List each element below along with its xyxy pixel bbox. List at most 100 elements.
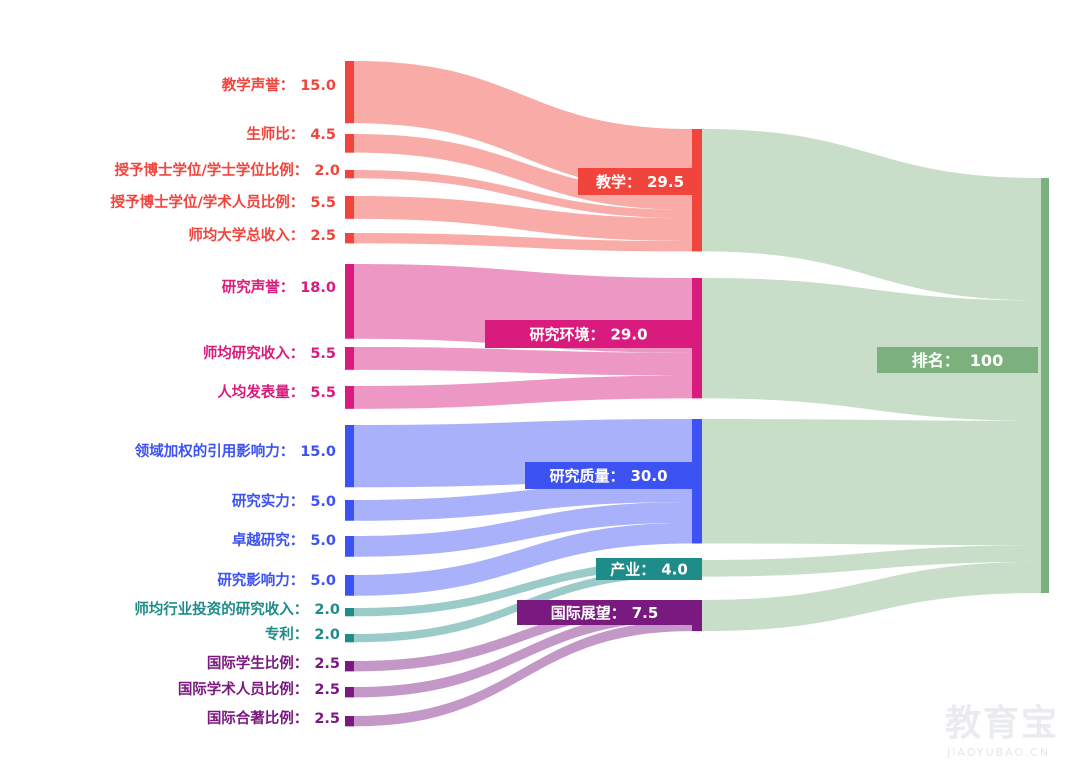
category-name: 产业：: [610, 561, 655, 579]
category-node-research_env: [692, 278, 702, 399]
source-label-s12: 研究影响力： 5.0: [217, 571, 336, 589]
link-s15-to-international: [354, 600, 692, 672]
source-node-s5: [345, 233, 354, 244]
source-name: 教学声誉：: [221, 76, 295, 94]
source-name: 卓越研究：: [232, 531, 305, 549]
source-value: 5.0: [310, 494, 336, 510]
source-label-s5: 师均大学总收入： 2.5: [188, 226, 336, 244]
link-s7-to-research_env: [354, 347, 692, 376]
source-value: 2.0: [314, 163, 340, 179]
source-label-s8: 人均发表量： 5.5: [217, 383, 336, 401]
category-label-bg-research_quality: [525, 462, 692, 489]
source-label-s11: 卓越研究： 5.0: [232, 531, 336, 549]
source-label-s1: 教学声誉： 15.0: [221, 76, 336, 94]
category-name: 教学：: [595, 173, 641, 191]
category-name: 国际展望：: [551, 604, 626, 622]
watermark-name: 教育宝: [945, 703, 1059, 744]
category-value: 4.0: [661, 561, 688, 579]
total-value: 100: [970, 351, 1003, 370]
source-node-s1: [345, 61, 354, 124]
source-name: 研究影响力：: [217, 571, 304, 589]
source-value: 15.0: [300, 444, 336, 460]
link-s4-to-teaching: [354, 196, 692, 242]
source-node-s13: [345, 608, 354, 617]
total-label: 排名： 100: [912, 351, 1003, 370]
source-node-s14: [345, 634, 354, 643]
source-value: 5.5: [310, 195, 336, 211]
source-label-s15: 国际学生比例： 2.5: [207, 654, 340, 672]
source-label-s9: 领域加权的引用影响力： 15.0: [135, 442, 336, 460]
source-node-s12: [345, 575, 354, 596]
source-value: 5.5: [310, 385, 336, 401]
source-name: 生师比：: [246, 125, 304, 143]
source-node-s10: [345, 500, 354, 521]
category-value: 29.0: [611, 326, 648, 344]
category-value: 7.5: [632, 604, 659, 622]
source-name: 授予博士学位/学士学位比例：: [115, 161, 309, 179]
link-research_env-to-total: [702, 278, 1041, 421]
labels: 教学声誉： 15.0 生师比： 4.5 授予博士学位/学士学位比例： 2.0 授予博士学位/…: [111, 76, 1038, 727]
source-node-s16: [345, 687, 354, 698]
source-value: 5.0: [310, 533, 336, 549]
category-label-bg-teaching: [578, 168, 702, 195]
category-value: 29.5: [647, 173, 684, 191]
source-node-s8: [345, 386, 354, 409]
category-node-research_quality: [692, 419, 702, 544]
category-value: 30.0: [631, 467, 668, 485]
source-node-s2: [345, 134, 354, 153]
source-label-s14: 专利： 2.0: [265, 625, 340, 643]
link-industry-to-total: [702, 545, 1041, 577]
source-label-s7: 师均研究收入： 5.5: [203, 344, 336, 362]
link-teaching-to-total: [702, 129, 1041, 301]
source-value: 4.5: [310, 127, 336, 143]
source-name: 研究声誉：: [222, 278, 295, 296]
link-international-to-total: [702, 561, 1041, 632]
source-node-s9: [345, 425, 354, 488]
link-research_quality-to-total: [702, 419, 1041, 546]
category-label-industry: 产业： 4.0: [610, 561, 688, 579]
source-value: 5.0: [310, 573, 336, 589]
source-node-s17: [345, 716, 354, 727]
link-s5-to-teaching: [354, 233, 692, 252]
link-s13-to-industry: [354, 560, 692, 617]
source-links: [354, 61, 692, 727]
category-label-research_env: 研究环境： 29.0: [529, 326, 647, 344]
link-s8-to-research_env: [354, 375, 692, 409]
source-label-s16: 国际学术人员比例： 2.5: [178, 680, 340, 698]
watermark-url: JIAOYUBAO.CN: [946, 746, 1050, 759]
category-name: 研究环境：: [529, 326, 604, 344]
source-label-s2: 生师比： 4.5: [246, 125, 336, 143]
source-value: 2.5: [310, 228, 336, 244]
source-node-s6: [345, 264, 354, 339]
source-value: 2.5: [314, 711, 340, 727]
category-label-bg-research_env: [485, 320, 692, 348]
source-name: 授予博士学位/学术人员比例：: [111, 193, 305, 211]
source-name: 国际学术人员比例：: [178, 680, 309, 698]
source-value: 2.0: [314, 602, 340, 618]
source-node-s15: [345, 661, 354, 672]
source-name: 领域加权的引用影响力：: [135, 442, 295, 460]
link-s16-to-international: [354, 610, 692, 698]
source-name: 研究实力：: [232, 492, 305, 510]
watermark: 教育宝 JIAOYUBAO.CN: [945, 703, 1059, 759]
source-value: 15.0: [300, 78, 336, 94]
source-value: 2.0: [314, 627, 340, 643]
total-name: 排名：: [912, 351, 960, 370]
source-label-s10: 研究实力： 5.0: [232, 492, 336, 510]
source-value: 18.0: [300, 280, 336, 296]
source-label-s17: 国际合著比例： 2.5: [207, 709, 340, 727]
link-s10-to-research_quality: [354, 481, 692, 521]
source-name: 师均大学总收入：: [188, 226, 304, 244]
category-node-international: [692, 600, 702, 632]
total-label-bg: [877, 347, 1038, 373]
link-s1-to-teaching: [354, 61, 692, 192]
category-label-research_quality: 研究质量： 30.0: [549, 467, 667, 485]
source-value: 2.5: [314, 656, 340, 672]
link-s12-to-research_quality: [354, 522, 692, 596]
source-label-s13: 师均行业投资的研究收入： 2.0: [134, 600, 340, 618]
link-s17-to-international: [354, 620, 692, 727]
source-value: 2.5: [314, 682, 340, 698]
source-label-s6: 研究声誉： 18.0: [222, 278, 336, 296]
category-label-bg-international: [517, 600, 692, 625]
